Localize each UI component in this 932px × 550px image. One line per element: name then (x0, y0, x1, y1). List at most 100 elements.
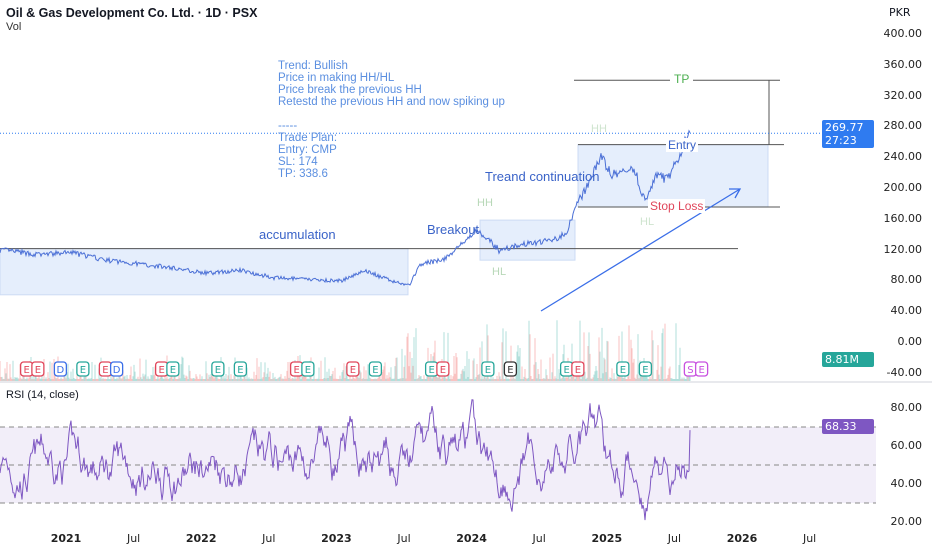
hl-label-2[interactable]: HL (640, 216, 655, 228)
event-marker[interactable]: E (76, 361, 90, 377)
svg-text:E: E (642, 365, 648, 376)
svg-text:E: E (507, 365, 513, 376)
svg-text:E: E (293, 365, 299, 376)
svg-text:E: E (620, 365, 626, 376)
svg-text:S: S (687, 365, 693, 376)
price-tick: 360.00 (883, 57, 923, 71)
time-tick: 2026 (726, 532, 758, 545)
svg-text:E: E (237, 365, 243, 376)
accumulation-label[interactable]: accumulation (259, 227, 336, 242)
continuation-label[interactable]: Treand continuation (485, 169, 600, 184)
arrow-head-icon (729, 188, 742, 199)
time-tick: Jul (262, 532, 276, 545)
svg-text:E: E (563, 365, 569, 376)
rsi-band (0, 427, 876, 503)
hh-label-1[interactable]: HH (477, 197, 493, 209)
continuation-box (577, 144, 769, 208)
price-line (0, 129, 691, 286)
price-tick: 0.00 (897, 335, 923, 348)
event-marker[interactable]: E (166, 361, 180, 377)
svg-text:E: E (698, 365, 704, 376)
symbol-title[interactable]: Oil & Gas Development Co. Ltd. · 1D · PS… (6, 6, 258, 20)
price-tick: 240.00 (883, 150, 923, 164)
svg-text:E: E (305, 365, 311, 376)
rsi-line (0, 399, 691, 521)
svg-text:E: E (170, 365, 176, 376)
svg-text:E: E (350, 365, 356, 376)
time-tick: Jul (126, 532, 141, 545)
event-marker[interactable]: E (559, 361, 574, 377)
svg-text:E: E (158, 365, 164, 376)
rsi-tick: 80.00 (890, 401, 923, 414)
price-tick: 400.00 (883, 27, 923, 40)
event-marker[interactable]: E (301, 361, 315, 377)
hh-label-2[interactable]: HH (591, 123, 607, 135)
event-marker[interactable]: E (436, 361, 450, 377)
event-marker[interactable]: E (616, 361, 630, 377)
event-marker[interactable]: E (346, 361, 360, 377)
breakout-box (479, 219, 576, 261)
event-marker[interactable]: E (368, 361, 383, 377)
rsi-tick: 40.00 (890, 477, 923, 490)
tp-label[interactable]: TP (670, 72, 694, 86)
svg-text:E: E (35, 365, 41, 376)
event-marker[interactable]: E (211, 361, 225, 377)
svg-text:E: E (80, 365, 86, 376)
last-price-label: 269.77 27:23 (822, 120, 874, 148)
breakout-label[interactable]: Breakout (427, 222, 480, 237)
time-tick: Jul (397, 532, 411, 545)
event-marker[interactable]: E (424, 361, 439, 377)
event-marker[interactable]: E (31, 361, 45, 377)
stop-loss-label[interactable]: Stop Loss (648, 199, 706, 213)
event-marker[interactable]: E (638, 361, 653, 377)
price-tick: 40.00 (890, 304, 923, 318)
entry-label[interactable]: Entry (666, 138, 699, 152)
rsi-tick: 20.00 (890, 515, 923, 528)
svg-text:D: D (113, 365, 121, 376)
event-marker[interactable]: D (109, 361, 124, 377)
time-tick: 2021 (50, 532, 82, 545)
time-tick: Jul (802, 532, 817, 545)
volume-legend: Vol (6, 21, 22, 33)
svg-text:E: E (440, 365, 446, 376)
svg-text:E: E (428, 365, 434, 376)
event-marker[interactable]: E (154, 361, 169, 377)
rsi-value-label: 68.33 (822, 419, 874, 434)
trade-plan-note[interactable]: Trend: Bullish Price in making HH/HL Pri… (278, 60, 505, 180)
price-tick: 280.00 (883, 119, 923, 133)
svg-text:E: E (23, 365, 29, 376)
currency-label[interactable]: PKR (889, 6, 911, 19)
bar-countdown: 27:23 (825, 134, 857, 147)
event-marker[interactable]: E (503, 361, 518, 377)
price-tick: 160.00 (883, 211, 923, 225)
price-tick: 200.00 (883, 181, 923, 194)
rsi-tick: 60.00 (890, 439, 923, 452)
time-tick: Jul (532, 532, 546, 545)
event-marker[interactable]: E (571, 361, 585, 377)
event-marker[interactable]: S (683, 361, 698, 377)
price-tick: 120.00 (883, 242, 923, 256)
time-tick: Jul (667, 532, 682, 545)
trend-arrow (540, 188, 741, 312)
svg-text:E: E (575, 365, 581, 376)
svg-text:E: E (372, 365, 378, 376)
event-marker[interactable]: E (19, 361, 34, 377)
event-marker[interactable]: E (289, 361, 304, 377)
time-tick: 2023 (321, 532, 352, 545)
event-marker[interactable]: E (233, 361, 248, 377)
event-marker[interactable]: D (53, 361, 68, 377)
svg-text:E: E (215, 365, 221, 376)
svg-text:E: E (102, 365, 108, 376)
price-tick: 80.00 (890, 273, 923, 287)
time-tick: 2025 (591, 532, 623, 545)
price-tick: 320.00 (883, 88, 923, 102)
last-price: 269.77 (825, 121, 864, 134)
rsi-legend: RSI (14, close) (6, 389, 79, 401)
hl-label-1[interactable]: HL (492, 266, 507, 278)
event-marker[interactable]: E (98, 361, 113, 377)
event-marker[interactable]: E (481, 361, 495, 377)
event-marker[interactable]: E (694, 361, 709, 377)
svg-text:D: D (57, 365, 65, 376)
price-tick: -40.00 (886, 365, 922, 379)
